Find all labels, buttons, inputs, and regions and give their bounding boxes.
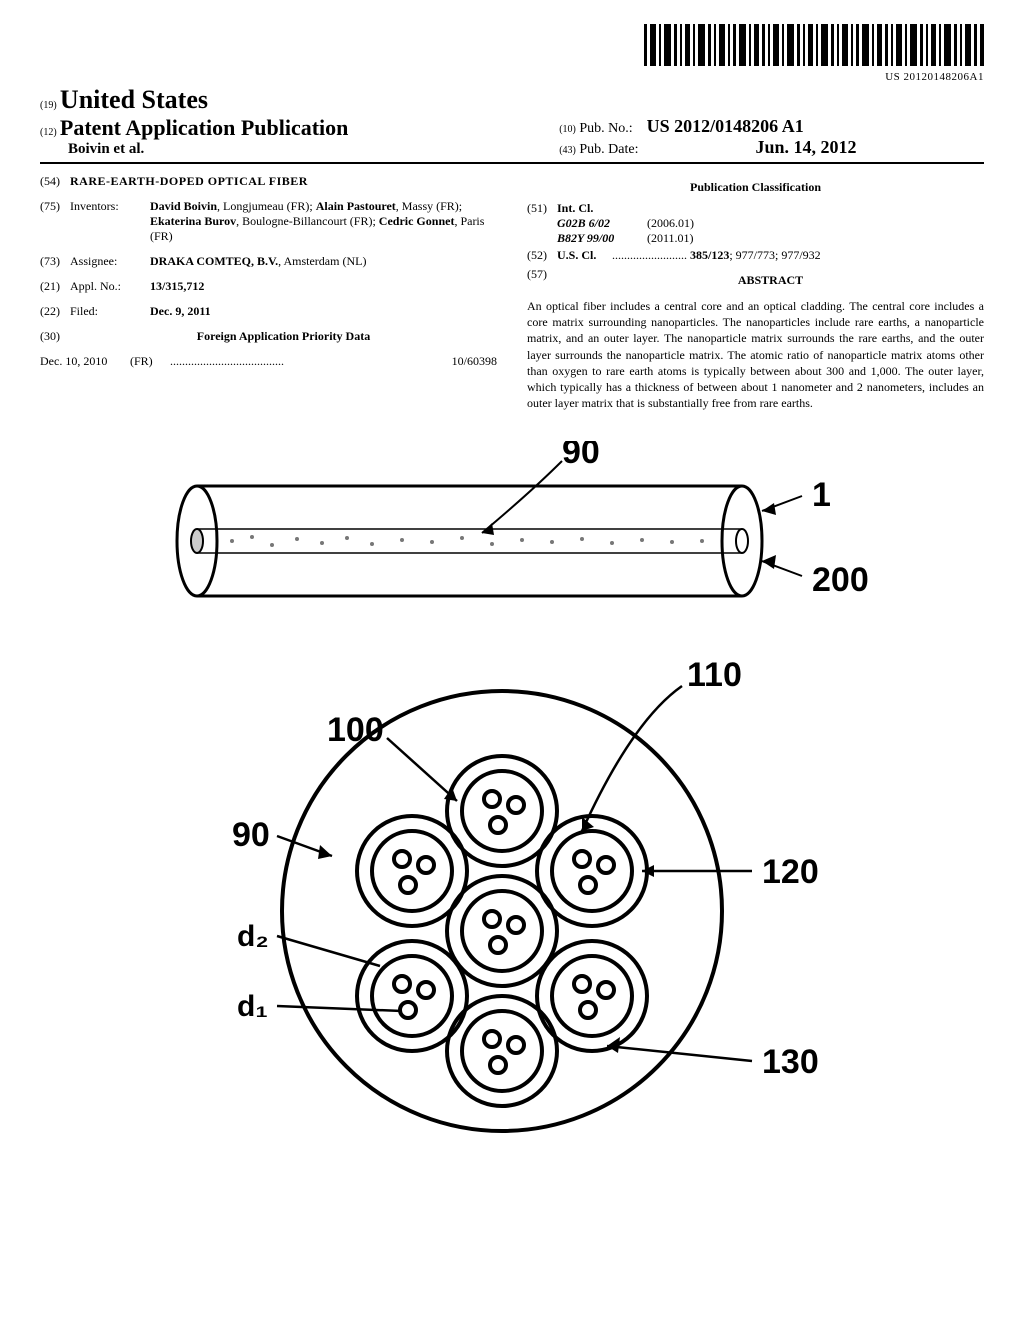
label-200: 200 xyxy=(812,561,869,599)
priority-date: Dec. 10, 2010 xyxy=(40,354,130,369)
application-number: 13/315,712 xyxy=(150,279,497,294)
field-73-label: Assignee: xyxy=(70,254,150,269)
priority-dots: ...................................... xyxy=(170,354,452,369)
field-51-num: (51) xyxy=(527,201,557,246)
field-75-label: Inventors: xyxy=(70,199,150,244)
publication-date: Jun. 14, 2012 xyxy=(755,137,856,157)
barcode-number: US 20120148206A1 xyxy=(40,71,984,83)
nanoparticles xyxy=(357,756,647,1106)
intcl-code-1: B82Y 99/00 xyxy=(557,231,647,246)
label-120: 120 xyxy=(762,853,819,891)
field-52-num: (52) xyxy=(527,248,557,263)
intcl-year-1: (2011.01) xyxy=(647,231,694,246)
barcode xyxy=(644,24,984,66)
country: United States xyxy=(60,85,208,114)
field-52-label: U.S. Cl. xyxy=(557,248,612,263)
header: (19) United States (12) Patent Applicati… xyxy=(40,85,984,164)
field-22-num: (22) xyxy=(40,304,70,319)
prefix-43: (43) xyxy=(559,145,576,156)
patent-figure: 90 1 200 xyxy=(40,441,984,1166)
field-75-num: (75) xyxy=(40,199,70,244)
abstract-header: ABSTRACT xyxy=(557,273,984,288)
foreign-priority-header: Foreign Application Priority Data xyxy=(70,329,497,344)
field-73-num: (73) xyxy=(40,254,70,269)
publication-type: Patent Application Publication xyxy=(60,115,348,140)
uscl-dots: ......................... xyxy=(612,248,687,263)
label-100: 100 xyxy=(327,711,384,749)
field-21-label: Appl. No.: xyxy=(70,279,150,294)
filing-date: Dec. 9, 2011 xyxy=(150,304,497,319)
fiber-cylinder xyxy=(177,486,762,596)
inventors: David Boivin, Longjumeau (FR); Alain Pas… xyxy=(150,199,497,244)
field-30-num: (30) xyxy=(40,329,70,344)
label-d1: d₁ xyxy=(237,990,268,1023)
authors-et-al: Boivin et al. xyxy=(68,141,559,158)
pub-class-header: Publication Classification xyxy=(527,180,984,195)
abstract-text: An optical fiber includes a central core… xyxy=(527,298,984,411)
pubdate-label: Pub. Date: xyxy=(579,142,638,157)
field-51-label: Int. Cl. xyxy=(557,201,984,216)
bibliographic-data: (54) RARE-EARTH-DOPED OPTICAL FIBER (75)… xyxy=(40,174,984,411)
uscl-values: 385/123; 977/773; 977/932 xyxy=(687,248,821,263)
field-21-num: (21) xyxy=(40,279,70,294)
barcode-area: US 20120148206A1 xyxy=(40,24,984,83)
label-90-top: 90 xyxy=(562,441,600,471)
field-54-num: (54) xyxy=(40,174,70,189)
prefix-10: (10) xyxy=(559,124,576,135)
label-90: 90 xyxy=(232,816,270,854)
label-1: 1 xyxy=(812,476,831,514)
intcl-code-0: G02B 6/02 xyxy=(557,216,647,231)
prefix-12: (12) xyxy=(40,127,57,138)
field-22-label: Filed: xyxy=(70,304,150,319)
prefix-19: (19) xyxy=(40,100,57,111)
label-d2: d₂ xyxy=(237,920,269,953)
label-130: 130 xyxy=(762,1043,819,1081)
assignee: DRAKA COMTEQ, B.V., Amsterdam (NL) xyxy=(150,254,497,269)
priority-appno: 10/60398 xyxy=(452,354,497,369)
label-110: 110 xyxy=(687,656,742,694)
invention-title: RARE-EARTH-DOPED OPTICAL FIBER xyxy=(70,174,497,189)
publication-number: US 2012/0148206 A1 xyxy=(647,116,804,136)
pubno-label: Pub. No.: xyxy=(579,121,632,136)
intcl-year-0: (2006.01) xyxy=(647,216,694,231)
priority-country: (FR) xyxy=(130,354,170,369)
core-nanoparticle-dots xyxy=(230,535,704,547)
field-57-num: (57) xyxy=(527,267,557,294)
